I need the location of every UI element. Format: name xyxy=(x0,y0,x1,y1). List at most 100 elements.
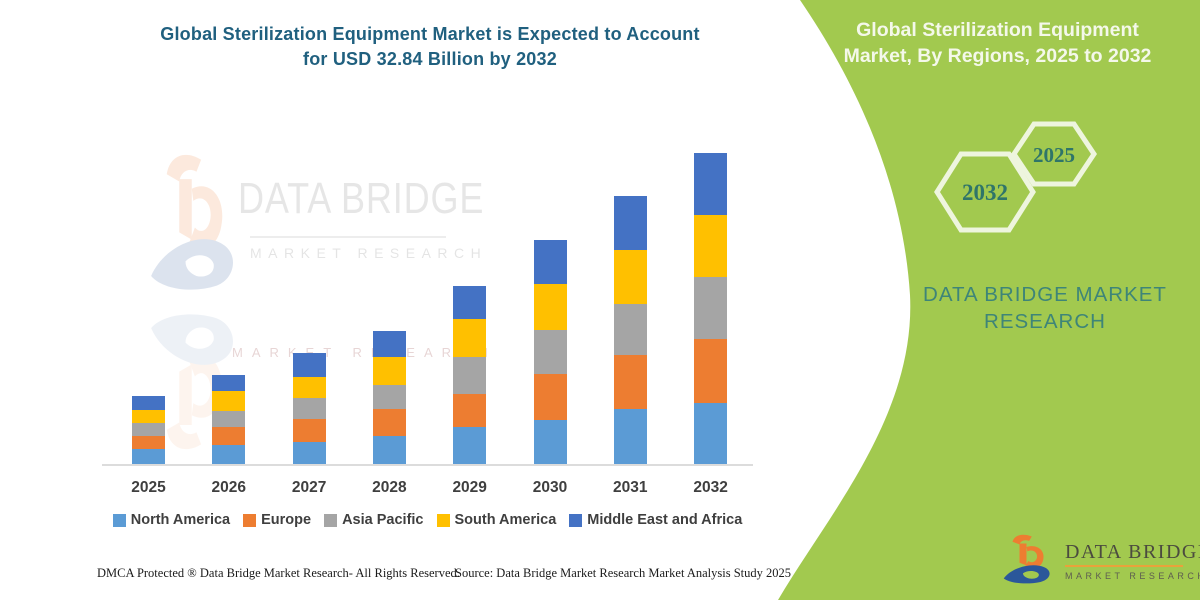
bar-segment-asia-pacific xyxy=(212,411,246,428)
hexagon-label-2025: 2025 xyxy=(1033,143,1075,167)
bar-segment-middle-east-and-africa xyxy=(132,395,165,410)
data-bridge-logo-text: DATA BRIDGE MARKET RESEARCH xyxy=(1065,533,1200,589)
bar-segment-north-america xyxy=(613,409,647,464)
logo-subtext: MARKET RESEARCH xyxy=(1065,571,1200,581)
panel-heading-line1: Global Sterilization Equipment xyxy=(856,19,1139,41)
x-axis-label-2029: 2029 xyxy=(452,479,487,496)
bar-segment-europe xyxy=(533,374,567,420)
bar-segment-south-america xyxy=(132,409,165,424)
legend-item-europe: Europe xyxy=(243,512,311,528)
bar-segment-south-america xyxy=(533,284,567,330)
bar-segment-south-america xyxy=(613,250,647,305)
bar-segment-middle-east-and-africa xyxy=(372,330,406,358)
bar-2030 xyxy=(533,239,567,464)
bar-segment-north-america xyxy=(372,435,406,464)
x-axis-label-2032: 2032 xyxy=(693,479,728,496)
legend-item-north-america: North America xyxy=(112,512,231,528)
legend-swatch-north-america xyxy=(112,513,126,527)
x-axis-label-2025: 2025 xyxy=(131,479,166,496)
bar-segment-europe xyxy=(132,435,165,449)
x-axis-label-2030: 2030 xyxy=(532,479,568,496)
legend-label-north-america: North America xyxy=(130,512,231,528)
bar-2026 xyxy=(212,375,246,464)
x-axis-label-2028: 2028 xyxy=(372,479,407,496)
bar-2025 xyxy=(132,395,165,464)
legend-label-middle-east-and-africa: Middle East and Africa xyxy=(587,512,743,528)
panel-heading-line2: Market, By Regions, 2025 to 2032 xyxy=(843,45,1152,67)
logo-name: DATA BRIDGE xyxy=(1065,541,1200,563)
x-axis-line xyxy=(102,464,753,466)
chart-title-line1: Global Sterilization Equipment Market is… xyxy=(160,24,700,44)
panel-brand-text: DATA BRIDGE MARKET RESEARCH xyxy=(885,281,1200,335)
bar-segment-north-america xyxy=(694,403,728,464)
bar-segment-asia-pacific xyxy=(292,397,326,419)
bar-segment-middle-east-and-africa xyxy=(453,286,487,320)
watermark-rule xyxy=(250,236,446,238)
watermark-subtext: MARKET RESEARCH xyxy=(250,245,488,261)
bar-segment-europe xyxy=(372,409,406,436)
legend-label-asia-pacific: Asia Pacific xyxy=(342,512,424,528)
legend: North America Europe Asia Pacific South Ame… xyxy=(95,512,760,528)
bar-segment-south-america xyxy=(694,214,728,277)
bar-segment-north-america xyxy=(132,448,165,464)
legend-swatch-middle-east-and-africa xyxy=(569,513,583,527)
legend-item-asia-pacific: Asia Pacific xyxy=(324,512,424,528)
chart-title-line2: for USD 32.84 Billion by 2032 xyxy=(303,49,557,69)
panel-brand-line1: DATA BRIDGE MARKET xyxy=(923,283,1167,306)
x-axis-label-2027: 2027 xyxy=(291,479,327,496)
legend-item-middle-east-and-africa: Middle East and Africa xyxy=(569,512,742,528)
bar-2029 xyxy=(453,286,487,464)
bar-segment-europe xyxy=(694,339,728,404)
bar-segment-north-america xyxy=(533,419,567,464)
x-axis-label-2026: 2026 xyxy=(211,479,247,496)
bar-segment-asia-pacific xyxy=(132,423,165,436)
bar-segment-south-america xyxy=(292,376,326,398)
bar-segment-europe xyxy=(292,418,326,443)
plot-area: 2025 2026 2027 2028 2029 2030 2031 2032 xyxy=(102,140,753,496)
legend-label-south-america: South America xyxy=(454,512,557,528)
data-bridge-logo: DATA BRIDGE MARKET RESEARCH xyxy=(1002,533,1200,589)
hexagon-2032 xyxy=(934,151,1036,233)
legend-swatch-asia-pacific xyxy=(324,513,338,527)
bar-2028 xyxy=(372,330,406,464)
bar-segment-north-america xyxy=(292,442,326,464)
footer-copyright: DMCA Protected ® Data Bridge Market Rese… xyxy=(97,566,460,580)
bar-segment-south-america xyxy=(372,357,406,385)
bar-segment-middle-east-and-africa xyxy=(292,353,326,377)
legend-item-south-america: South America xyxy=(436,512,557,528)
watermark-data-bridge-logo xyxy=(151,154,234,290)
bar-2027 xyxy=(292,353,326,464)
bar-2031 xyxy=(613,196,647,464)
watermark-text: DATA BRIDGE xyxy=(238,174,485,223)
bar-segment-south-america xyxy=(453,319,487,358)
bar-segment-europe xyxy=(613,355,647,410)
bar-segment-asia-pacific xyxy=(372,384,406,410)
bar-segment-europe xyxy=(453,394,487,428)
x-axis-label-2031: 2031 xyxy=(613,479,648,496)
bar-segment-europe xyxy=(212,427,246,446)
bar-segment-asia-pacific xyxy=(533,329,567,374)
bar-segment-middle-east-and-africa xyxy=(694,153,728,215)
bar-segment-asia-pacific xyxy=(613,304,647,356)
bar-segment-middle-east-and-africa xyxy=(613,196,647,251)
footer-source: Source: Data Bridge Market Research Mark… xyxy=(455,566,792,580)
bar-segment-middle-east-and-africa xyxy=(533,239,567,284)
panel-heading: Global Sterilization Equipment Market, B… xyxy=(805,17,1190,69)
hexagon-outlines xyxy=(934,121,1098,233)
bar-segment-north-america xyxy=(453,427,487,464)
panel-brand-line2: RESEARCH xyxy=(984,310,1106,333)
legend-swatch-europe xyxy=(243,513,257,527)
hexagon-label-2032: 2032 xyxy=(962,180,1008,205)
bar-segment-middle-east-and-africa xyxy=(212,375,246,392)
bar-segment-north-america xyxy=(212,445,246,464)
logo-underline xyxy=(1065,565,1183,567)
data-bridge-logo-icon xyxy=(1003,534,1050,584)
legend-swatch-south-america xyxy=(436,513,450,527)
bar-segment-asia-pacific xyxy=(453,357,487,395)
hexagon-2025 xyxy=(1010,121,1098,187)
legend-label-europe: Europe xyxy=(261,512,312,528)
chart-title: Global Sterilization Equipment Market is… xyxy=(80,22,780,72)
